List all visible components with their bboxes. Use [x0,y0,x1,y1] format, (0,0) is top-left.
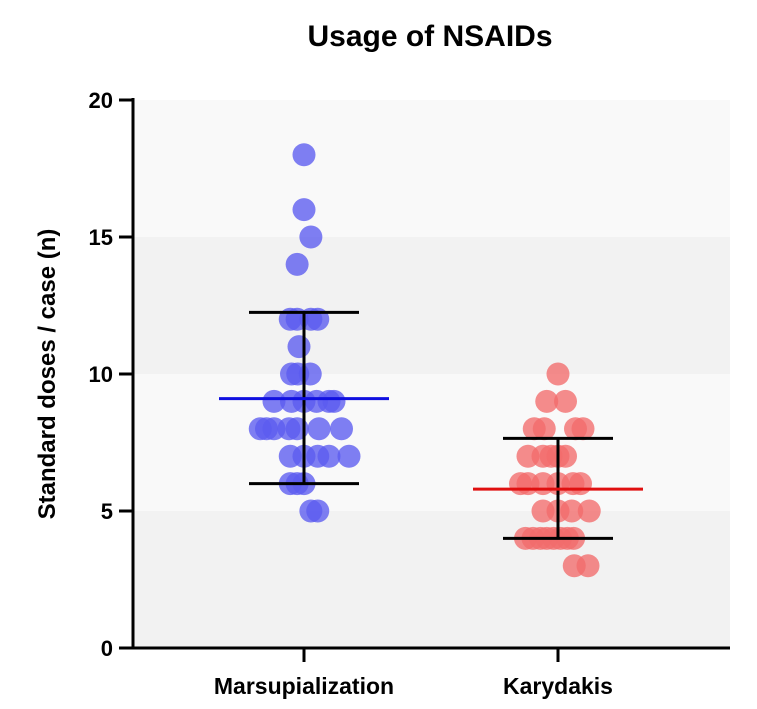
data-point [532,417,556,441]
data-point [292,198,316,222]
grid-band [133,237,730,374]
grid-band [133,511,730,648]
data-point [535,389,559,413]
data-point [299,225,323,249]
data-point [330,417,353,441]
data-point [337,444,361,468]
x-category-label: Marsupialization [214,673,394,699]
y-tick-labels: 0 5 10 15 20 [89,88,113,661]
mean-sd-markers [219,310,643,540]
data-point [285,252,309,276]
x-category-labels: Marsupialization Karydakis [214,673,613,699]
plot-background-bands [133,100,730,648]
data-point [306,499,330,523]
data-point [262,389,286,413]
data-point [577,499,601,523]
data-point [554,444,577,468]
chart-title: Usage of NSAIDs [307,20,552,53]
y-tick-label: 20 [89,88,113,113]
data-point [554,389,577,413]
data-point [576,554,600,578]
data-point [287,335,311,359]
data-point [322,389,346,413]
grid-band [133,100,730,237]
data-point [298,362,322,386]
data-point [560,499,584,523]
data-point [571,417,595,441]
data-point [317,444,341,468]
axes [119,98,730,662]
x-category-label: Karydakis [503,673,613,699]
data-point [569,472,592,496]
y-axis-title: Standard doses / case (n) [34,229,61,520]
data-point [292,143,316,167]
y-tick-label: 5 [101,499,113,524]
y-tick-label: 15 [89,225,113,250]
y-tick-label: 10 [89,362,113,387]
data-point [546,362,570,386]
data-point [307,417,331,441]
y-tick-label: 0 [101,636,113,661]
